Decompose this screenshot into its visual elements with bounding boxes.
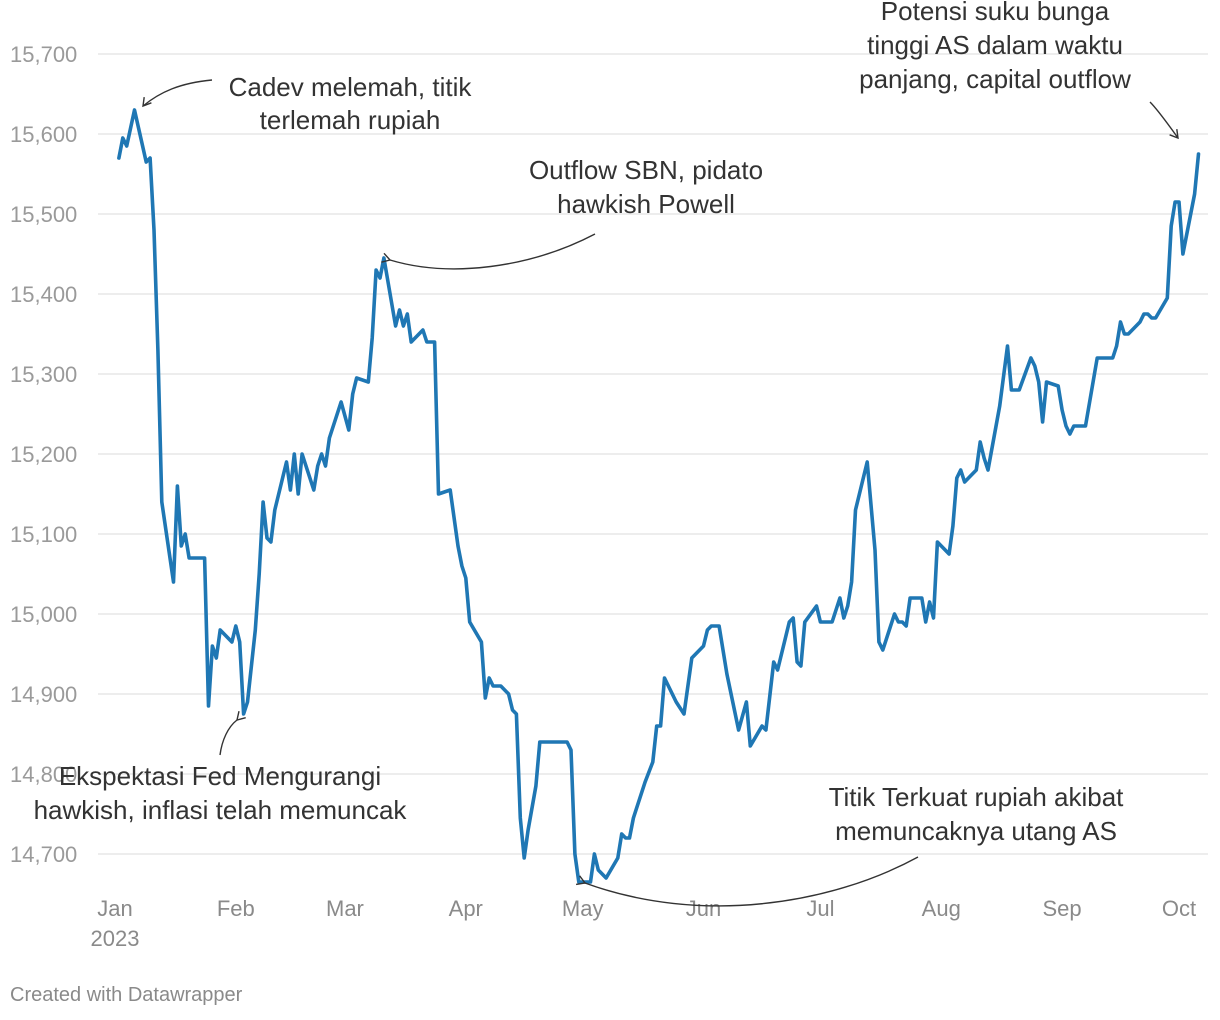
annotation-text: Cadev melemah, titik — [229, 72, 473, 102]
y-tick-label: 15,200 — [10, 442, 77, 467]
annotation-arrowhead — [575, 875, 587, 886]
y-tick-label: 14,700 — [10, 842, 77, 867]
annotation-text: hawkish Powell — [557, 189, 735, 219]
y-tick-label: 14,900 — [10, 682, 77, 707]
datawrapper-credit[interactable]: Created with Datawrapper — [10, 984, 243, 1006]
annotation-text: Ekspektasi Fed Mengurangi — [59, 761, 381, 791]
y-tick-label: 15,000 — [10, 602, 77, 627]
annotation-text: Outflow SBN, pidato — [529, 155, 763, 185]
grid-lines — [98, 53, 1208, 855]
x-tick-label: May — [562, 896, 604, 921]
annotation-arrow — [389, 233, 596, 270]
annotation-arrow — [1149, 101, 1179, 139]
x-tick-label: Oct — [1162, 896, 1196, 921]
x-tick-label: Jan — [97, 896, 132, 921]
x-axis-labels: Jan Feb Mar Apr May Jun Jul Aug Sep Oct 2023 — [91, 896, 1197, 951]
annotation-text: hawkish, inflasi telah memuncak — [34, 795, 408, 825]
x-tick-label: Mar — [326, 896, 364, 921]
y-axis-labels: 15,700 15,600 15,500 15,400 15,300 15,200 15,1… — [10, 42, 77, 867]
y-tick-label: 15,700 — [10, 42, 77, 67]
x-tick-label: Feb — [217, 896, 255, 921]
annotation-arrow — [142, 79, 213, 107]
y-tick-label: 15,500 — [10, 202, 77, 227]
x-tick-label: Jul — [806, 896, 834, 921]
y-tick-label: 15,100 — [10, 522, 77, 547]
y-tick-label: 15,300 — [10, 362, 77, 387]
x-tick-label: Apr — [449, 896, 483, 921]
x-tick-label: Jun — [686, 896, 721, 921]
annotation-text: terlemah rupiah — [260, 105, 441, 135]
y-tick-label: 14,800 — [10, 762, 77, 787]
annotation-text: Potensi suku bunga — [881, 0, 1110, 26]
exchange-rate-line — [117, 108, 1201, 884]
annotation-arrowhead — [1169, 129, 1179, 140]
annotation-text: tinggi AS dalam waktu — [867, 30, 1123, 60]
annotation-arrowhead — [236, 711, 246, 721]
x-tick-label: Sep — [1042, 896, 1081, 921]
annotation-arrowhead — [142, 97, 152, 108]
y-tick-label: 15,400 — [10, 282, 77, 307]
annotation-text: Titik Terkuat rupiah akibat — [829, 782, 1125, 812]
annotation-arrow — [219, 719, 238, 756]
annotation-text: memuncaknya utang AS — [835, 816, 1117, 846]
x-tick-year-label: 2023 — [91, 926, 140, 951]
annotation-arrow — [584, 856, 919, 907]
annotation-text: panjang, capital outflow — [859, 64, 1131, 94]
x-tick-label: Aug — [922, 896, 961, 921]
y-tick-label: 15,600 — [10, 122, 77, 147]
annotation-arrowhead — [381, 252, 392, 263]
